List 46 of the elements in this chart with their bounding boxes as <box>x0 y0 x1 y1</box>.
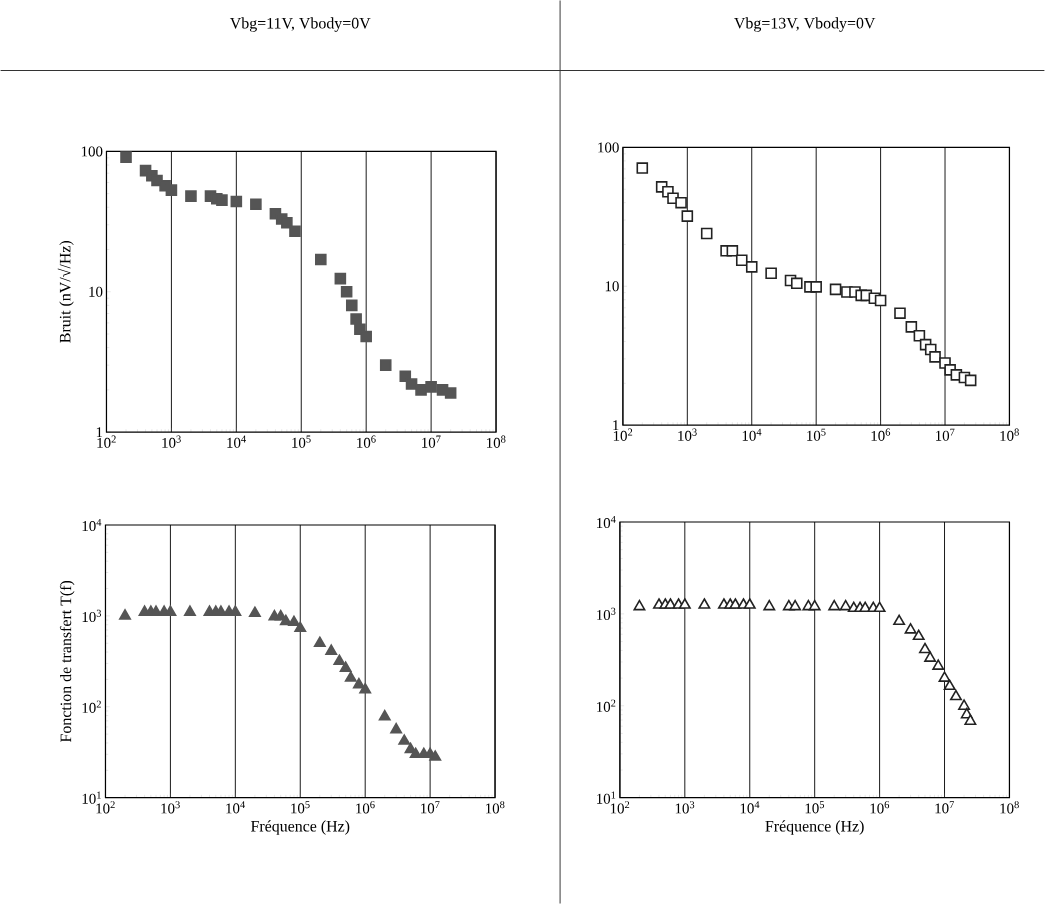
y-tick-label: 10$^{3}$ <box>597 607 616 620</box>
chart-title: Vbg=13V, Vbody=0V <box>734 17 876 32</box>
x-tick-label: 10$^{7}$ <box>936 428 955 441</box>
x-tick-label: 10$^{7}$ <box>421 801 440 814</box>
x-tick-label: 10$^{8}$ <box>1000 428 1019 441</box>
x-tick-label: 10$^{2}$ <box>613 428 633 441</box>
y-axis-title: Fonction de transfert T(f) <box>59 580 75 742</box>
y-tick-label: 10$^{2}$ <box>597 699 616 712</box>
x-tick-label: 10$^{7}$ <box>422 435 441 448</box>
y-tick-label: 100 <box>81 146 103 157</box>
y-tick-label: 10$^{1}$ <box>597 791 616 804</box>
x-tick-label: 10$^{6}$ <box>356 801 375 814</box>
x-tick-label: 10$^{2}$ <box>97 435 116 448</box>
x-tick-label: 10$^{4}$ <box>226 801 245 814</box>
x-tick-label: 10$^{4}$ <box>227 435 246 448</box>
x-tick-label: 10$^{5}$ <box>805 801 825 814</box>
y-tick-label: 10$^{2}$ <box>82 700 101 713</box>
y-tick-label: 100 <box>598 142 619 153</box>
x-tick-label: 10$^{8}$ <box>486 801 505 814</box>
x-tick-label: 10$^{8}$ <box>1000 801 1019 814</box>
x-tick-label: 10$^{5}$ <box>291 801 310 814</box>
x-tick-label: 10$^{5}$ <box>292 435 311 448</box>
chart-title: Vbg=11V, Vbody=0V <box>229 17 371 32</box>
x-tick-label: 10$^{3}$ <box>161 801 180 814</box>
x-tick-label: 10$^{6}$ <box>871 428 891 441</box>
y-tick-label: 1 <box>613 420 619 430</box>
x-tick-label: 10$^{7}$ <box>935 801 955 814</box>
y-tick-label: 1 <box>96 427 103 437</box>
y-tick-label: 10 <box>89 286 103 297</box>
x-axis-title: Fréquence (Hz) <box>250 820 350 835</box>
y-tick-label: 10$^{1}$ <box>82 791 101 804</box>
x-tick-label: 10$^{3}$ <box>675 801 695 814</box>
y-tick-label: 10$^{4}$ <box>597 515 616 529</box>
x-tick-label: 10$^{3}$ <box>162 435 181 448</box>
y-tick-label: 10$^{4}$ <box>82 518 102 532</box>
x-axis-title: Fréquence (Hz) <box>765 820 864 835</box>
y-tick-label: 10 <box>605 281 619 292</box>
x-tick-label: 10$^{3}$ <box>678 428 697 441</box>
x-tick-label: 10$^{4}$ <box>742 428 762 441</box>
x-tick-label: 10$^{4}$ <box>740 801 760 814</box>
x-tick-label: 10$^{5}$ <box>807 428 826 441</box>
y-axis-title: Bruit (nV/√/Hz) <box>57 240 74 343</box>
x-tick-label: 10$^{6}$ <box>870 801 890 814</box>
y-tick-label: 10$^{3}$ <box>82 609 102 622</box>
x-tick-label: 10$^{8}$ <box>487 435 506 448</box>
x-tick-label: 10$^{6}$ <box>357 435 376 448</box>
